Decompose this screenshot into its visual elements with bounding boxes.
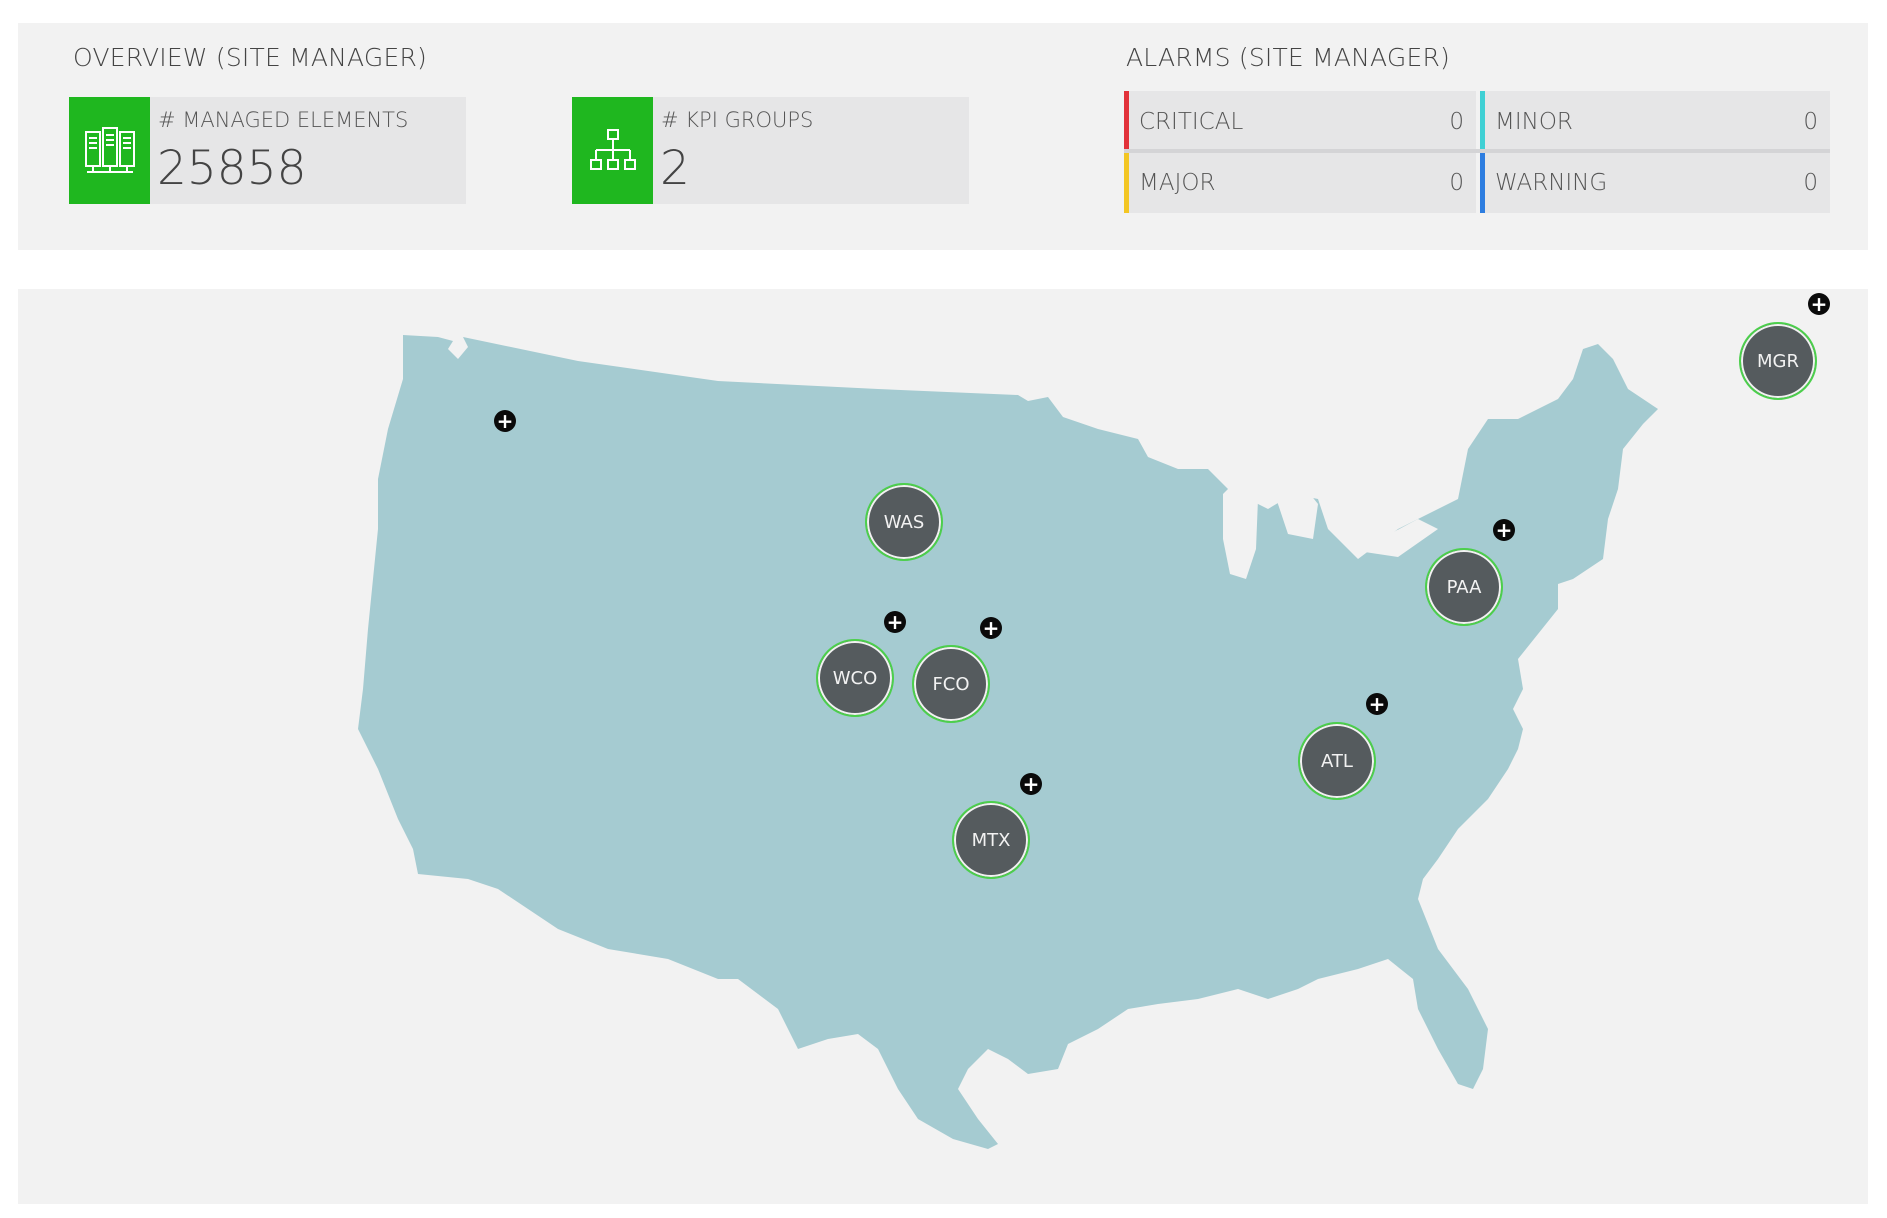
site-node-was[interactable]: WAS bbox=[865, 483, 943, 561]
plus-icon: + bbox=[1368, 692, 1386, 716]
expand-mtx-button[interactable]: + bbox=[1020, 773, 1042, 795]
kpi-groups-tile[interactable]: # KPI GROUPS 2 bbox=[572, 97, 969, 204]
great-lakes bbox=[1148, 409, 1438, 579]
site-code: WCO bbox=[832, 667, 878, 689]
alarm-major-label: MAJOR bbox=[1139, 170, 1216, 196]
us-map bbox=[358, 335, 1658, 1149]
plus-icon: + bbox=[982, 616, 1000, 640]
alarm-warning-label: WARNING bbox=[1495, 170, 1608, 196]
hierarchy-icon bbox=[572, 97, 653, 204]
site-node-atl[interactable]: ATL bbox=[1298, 722, 1376, 800]
alarms-title: ALARMS (SITE MANAGER) bbox=[1126, 43, 1450, 72]
alarm-warning[interactable]: WARNING 0 bbox=[1480, 152, 1830, 213]
site-code: ATL bbox=[1321, 750, 1353, 772]
kpi-groups-label: # KPI GROUPS bbox=[661, 108, 814, 132]
site-node-paa[interactable]: PAA bbox=[1425, 548, 1503, 626]
alarm-minor-label: MINOR bbox=[1495, 109, 1573, 135]
plus-icon: + bbox=[496, 409, 514, 433]
minor-color-bar bbox=[1480, 91, 1485, 152]
managed-elements-tile[interactable]: # MANAGED ELEMENTS 25858 bbox=[69, 97, 466, 204]
alarm-minor-count: 0 bbox=[1803, 109, 1818, 135]
managed-elements-value: 25858 bbox=[157, 141, 307, 196]
site-code: WAS bbox=[883, 511, 925, 533]
alarm-minor[interactable]: MINOR 0 bbox=[1480, 91, 1830, 152]
site-node-mgr[interactable]: MGR bbox=[1739, 322, 1817, 400]
site-node-wco[interactable]: WCO bbox=[816, 639, 894, 717]
alarm-critical-label: CRITICAL bbox=[1139, 109, 1244, 135]
overview-panel: OVERVIEW (SITE MANAGER) # MANAGED ELEMEN… bbox=[18, 23, 1868, 250]
site-code: MTX bbox=[971, 829, 1011, 851]
alarm-critical[interactable]: CRITICAL 0 bbox=[1124, 91, 1476, 152]
expand-atl-button[interactable]: + bbox=[1366, 693, 1388, 715]
plus-icon: + bbox=[1810, 292, 1828, 316]
us-map-shape bbox=[358, 335, 1658, 1149]
warning-color-bar bbox=[1480, 152, 1485, 213]
expand-mgr-button[interactable]: + bbox=[1808, 293, 1830, 315]
managed-elements-label: # MANAGED ELEMENTS bbox=[158, 108, 409, 132]
site-node-fco[interactable]: FCO bbox=[912, 645, 990, 723]
major-color-bar bbox=[1124, 152, 1129, 213]
site-code: FCO bbox=[932, 673, 970, 695]
alarm-major[interactable]: MAJOR 0 bbox=[1124, 152, 1476, 213]
overview-title: OVERVIEW (SITE MANAGER) bbox=[73, 43, 428, 72]
expand-fco-button[interactable]: + bbox=[980, 617, 1002, 639]
kpi-groups-value: 2 bbox=[660, 141, 690, 196]
site-code: PAA bbox=[1446, 576, 1482, 598]
plus-icon: + bbox=[1022, 772, 1040, 796]
map-panel: + WAS WCO + FCO + MTX + ATL + PAA + MGR … bbox=[18, 289, 1868, 1204]
site-code: MGR bbox=[1757, 350, 1799, 372]
alarm-warning-count: 0 bbox=[1803, 170, 1818, 196]
critical-color-bar bbox=[1124, 91, 1129, 152]
expand-site-button[interactable]: + bbox=[494, 410, 516, 432]
alarm-critical-count: 0 bbox=[1449, 109, 1464, 135]
alarm-divider bbox=[1124, 149, 1830, 153]
expand-paa-button[interactable]: + bbox=[1493, 519, 1515, 541]
site-node-mtx[interactable]: MTX bbox=[952, 801, 1030, 879]
servers-icon bbox=[69, 97, 150, 204]
alarm-major-count: 0 bbox=[1449, 170, 1464, 196]
plus-icon: + bbox=[1495, 518, 1513, 542]
expand-wco-button[interactable]: + bbox=[884, 611, 906, 633]
plus-icon: + bbox=[886, 610, 904, 634]
